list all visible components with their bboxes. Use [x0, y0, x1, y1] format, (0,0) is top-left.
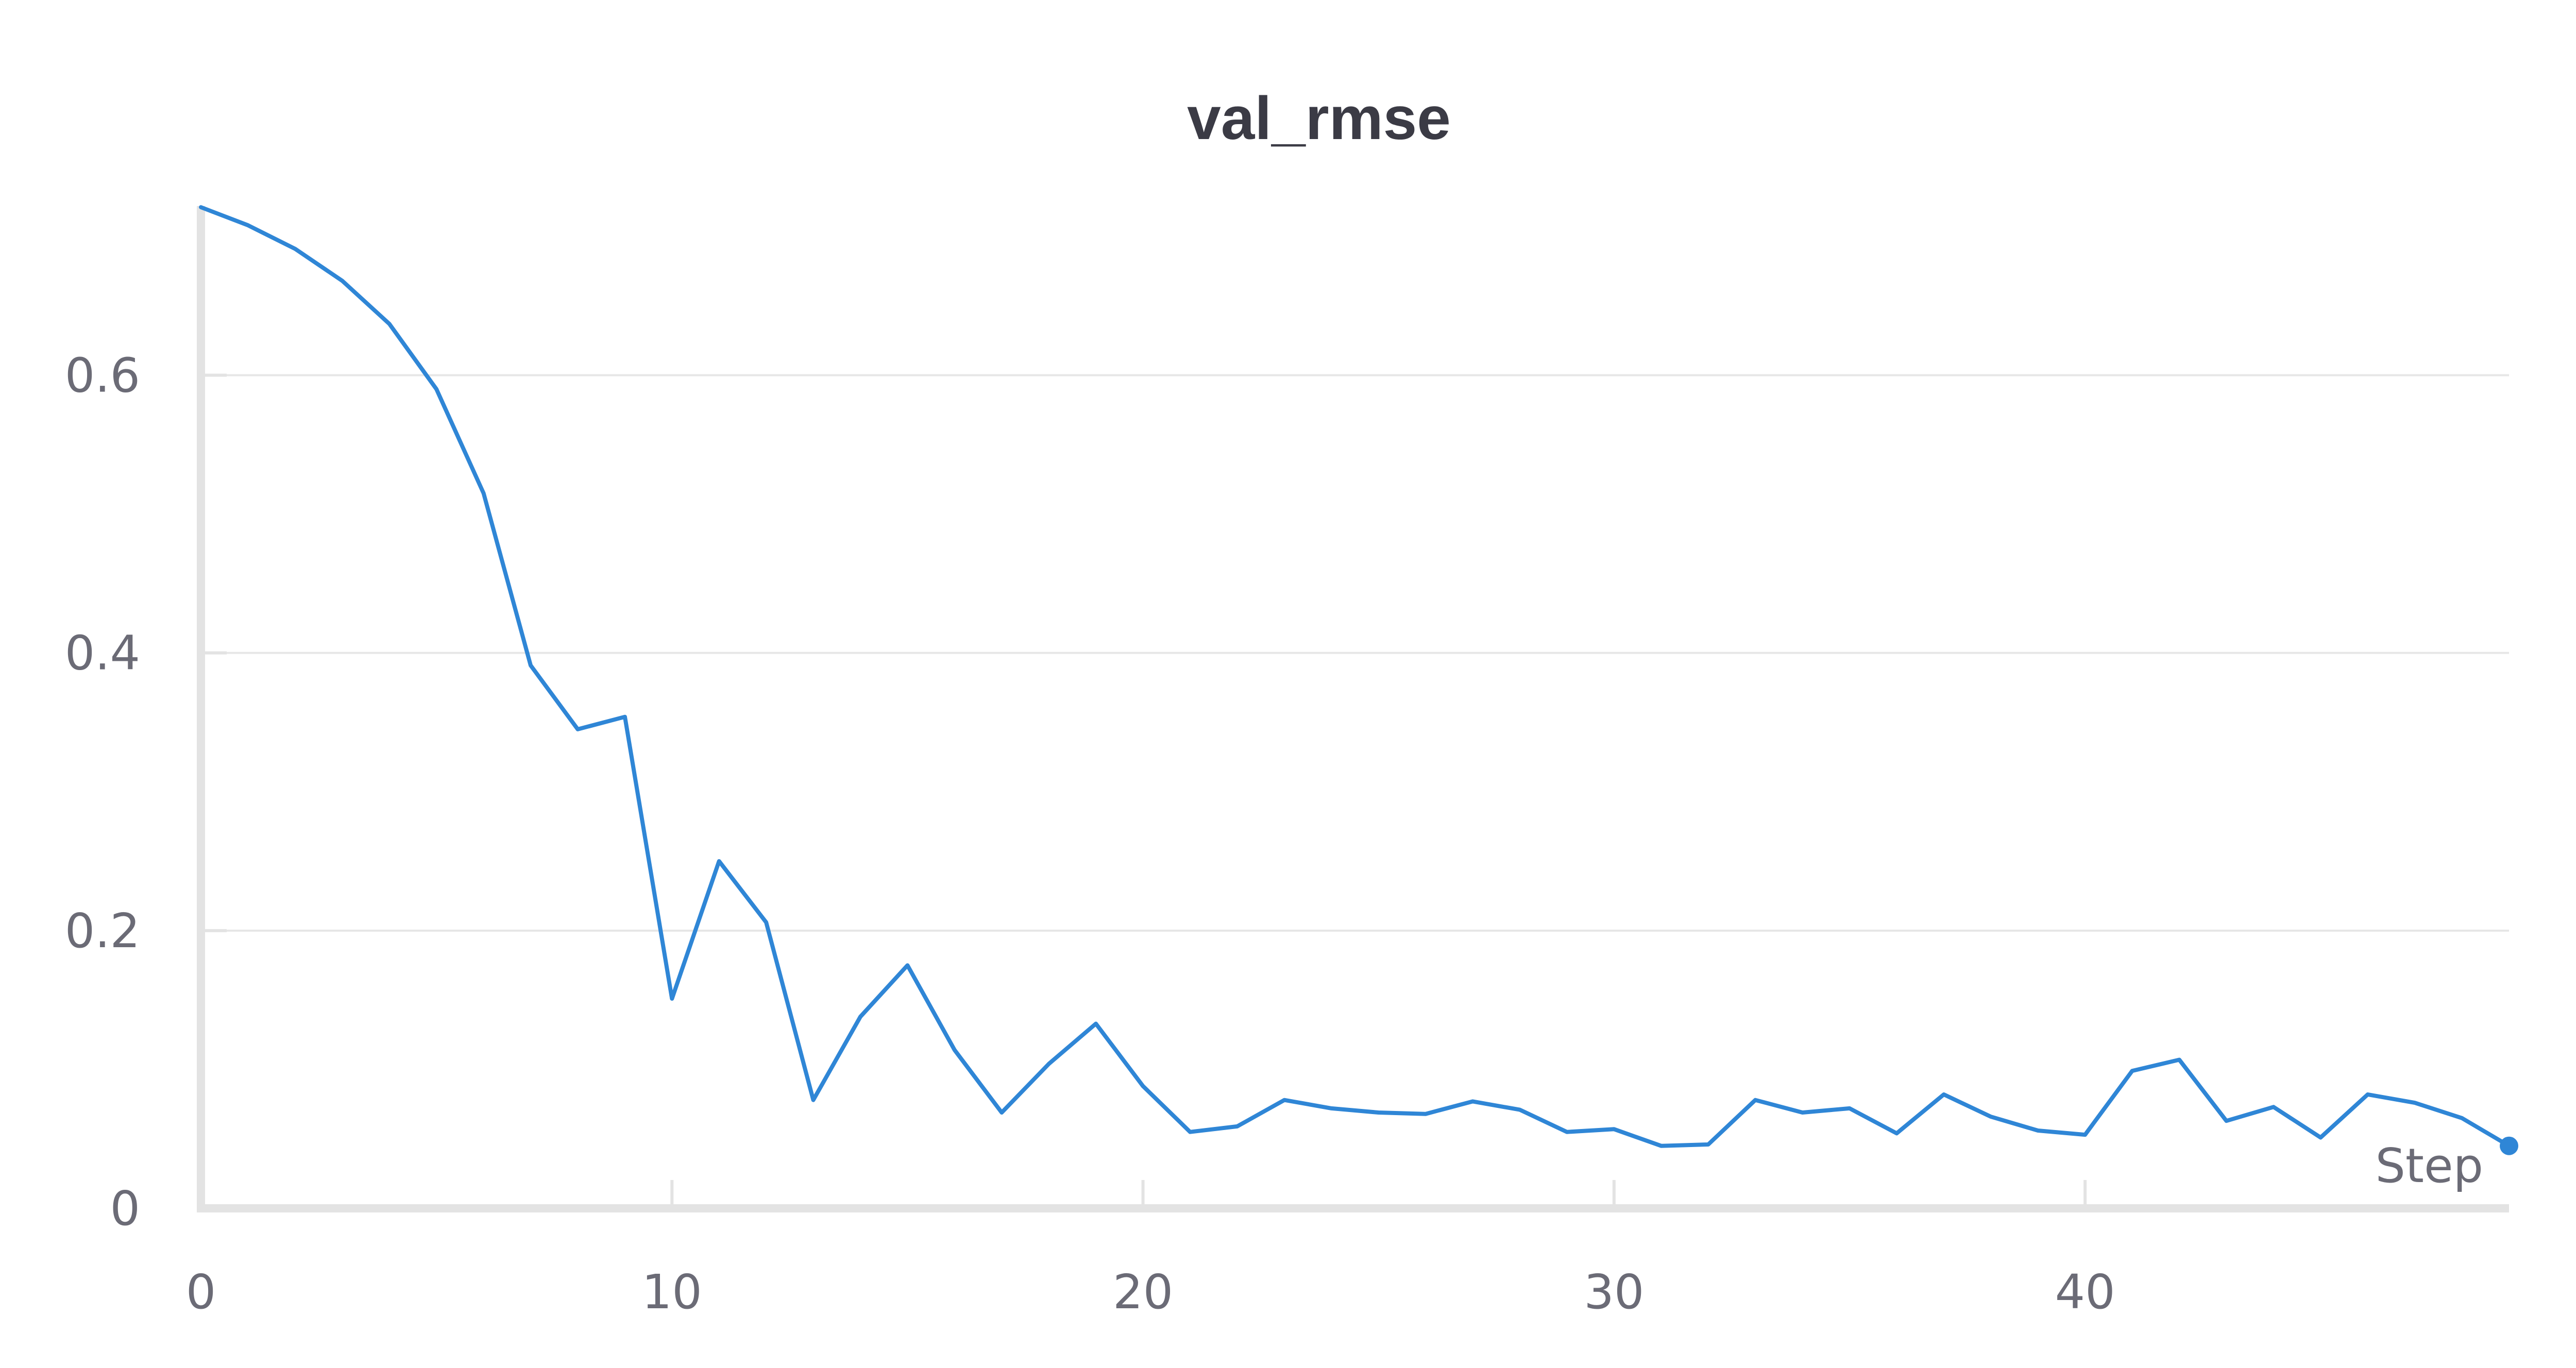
series-line — [199, 205, 2511, 1148]
x-tick-label: 40 — [2055, 1264, 2115, 1320]
series — [199, 205, 2518, 1155]
y-tick-label: 0.2 — [65, 903, 140, 959]
y-tick-label: 0.4 — [65, 626, 140, 681]
y-tick-label: 0.6 — [65, 348, 140, 403]
axes — [197, 206, 2509, 1212]
last-point-marker[interactable] — [2500, 1136, 2518, 1155]
x-tick-label: 10 — [642, 1264, 702, 1320]
x-tick-label: 0 — [186, 1264, 216, 1320]
x-axis-title: Step — [2376, 1138, 2483, 1193]
grid-lines — [201, 374, 2509, 932]
tick-labels: 0 0.2 0.4 0.6 0 10 20 30 40 — [65, 348, 2115, 1320]
x-tick-label: 30 — [1584, 1264, 1644, 1320]
chart-title: val_rmse — [1187, 84, 1451, 152]
x-tick-label: 20 — [1113, 1264, 1173, 1320]
y-tick-label: 0 — [110, 1181, 140, 1236]
